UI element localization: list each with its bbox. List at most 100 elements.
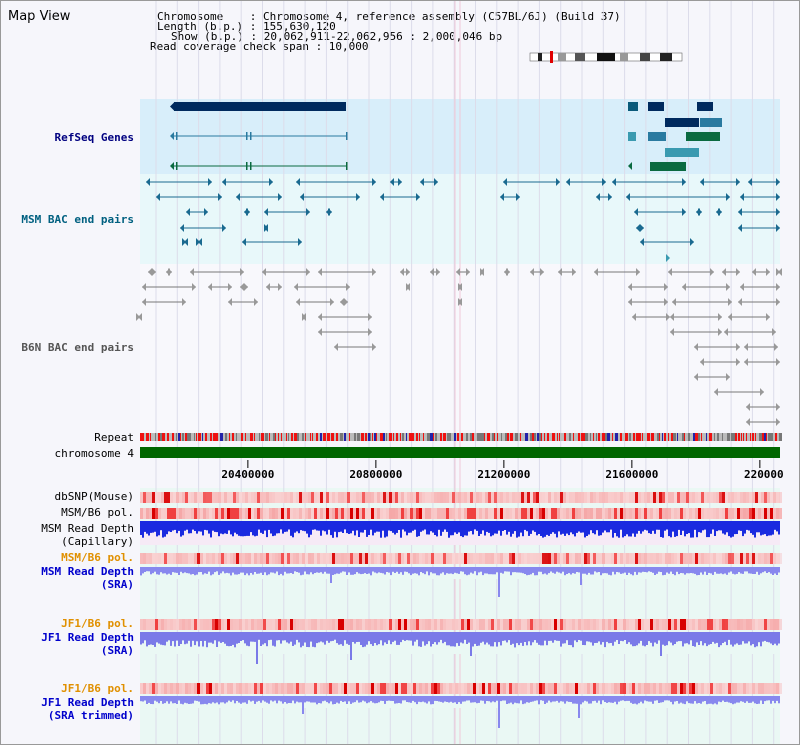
repeat-track-base	[140, 433, 780, 441]
jf1-depth-sra-bar	[674, 632, 676, 644]
jf1-b6-pol-heatmap-2-cell	[368, 683, 371, 694]
msm-b6-pol-heatmap-2-cell	[689, 553, 692, 564]
msm-depth-sra-bar	[522, 567, 524, 574]
track-label-b6n-bac[interactable]: B6N BAC end pairs	[21, 341, 134, 354]
msm-b6-pol-heatmap-2-cell	[692, 553, 695, 564]
msm-b6-pol-heatmap-cell	[548, 508, 551, 519]
jf1-b6-pol-heatmap-cell	[635, 619, 638, 630]
jf1-b6-pol-heatmap-cell	[335, 619, 338, 630]
repeat-element	[291, 433, 293, 441]
b6n-bac-end	[700, 358, 704, 366]
msm-b6-pol-heatmap-cell	[212, 508, 215, 519]
track-label-msm-bac[interactable]: MSM BAC end pairs	[21, 213, 134, 226]
dbsnp-heatmap-cell	[767, 492, 770, 503]
jf1-b6-pol-heatmap-2-cell	[560, 683, 563, 694]
repeat-element	[497, 433, 498, 441]
repeat-element	[361, 433, 364, 441]
b6n-bac-end	[760, 388, 764, 396]
dbsnp-heatmap-cell	[587, 492, 590, 503]
msm-b6-pol-heatmap-cell	[254, 508, 257, 519]
track-label-msm-b6-pol-2[interactable]: MSM/B6 pol.	[61, 551, 134, 564]
repeat-element	[368, 433, 370, 441]
jf1-b6-pol-heatmap-cell	[296, 619, 299, 630]
track-label-msm-depth-sra[interactable]: MSM Read Depth	[41, 565, 134, 578]
dbsnp-heatmap-cell	[677, 492, 680, 503]
msm-depth-capillary-bar	[164, 521, 166, 537]
track-label-jf1-b6-pol-1[interactable]: JF1/B6 pol.	[61, 617, 134, 630]
track-label-jf1-depth-trimmed[interactable]: JF1 Read Depth	[41, 696, 134, 709]
jf1-depth-trimmed-bar	[742, 696, 744, 702]
repeat-element	[202, 433, 203, 441]
jf1-depth-trimmed-bar	[394, 696, 396, 704]
msm-depth-sra-bar	[596, 567, 598, 573]
dbsnp-heatmap-cell	[770, 492, 773, 503]
track-label-msm-b6-pol-1[interactable]: MSM/B6 pol.	[61, 506, 134, 519]
msm-b6-pol-heatmap-2-cell	[416, 553, 419, 564]
jf1-depth-sra-bar	[532, 632, 534, 643]
dbsnp-heatmap-cell	[662, 492, 665, 503]
jf1-b6-pol-heatmap-2-cell	[203, 683, 206, 694]
jf1-depth-trimmed-bar	[456, 696, 458, 704]
repeat-element	[327, 433, 330, 441]
jf1-b6-pol-heatmap-cell	[410, 619, 413, 630]
track-label-jf1-depth-sra[interactable]: JF1 Read Depth	[41, 631, 134, 644]
jf1-depth-trimmed-bar	[142, 696, 144, 702]
track-label-jf1-b6-pol-2[interactable]: JF1/B6 pol.	[61, 682, 134, 695]
jf1-b6-pol-heatmap-cell	[383, 619, 386, 630]
msm-b6-pol-heatmap-2-cell	[446, 553, 449, 564]
msm-depth-sra-bar	[322, 567, 324, 574]
msm-bac-end	[420, 178, 424, 186]
msm-depth-capillary-bar	[188, 521, 190, 534]
jf1-depth-sra-bar	[268, 632, 270, 641]
jf1-b6-pol-heatmap-cell	[608, 619, 611, 630]
jf1-depth-sra-bar	[740, 632, 742, 645]
jf1-depth-sra-bar	[764, 632, 766, 641]
msm-b6-pol-heatmap-2-bg	[140, 553, 780, 564]
jf1-depth-sra-bar	[480, 632, 482, 643]
msm-b6-pol-heatmap-cell	[383, 508, 386, 519]
jf1-b6-pol-heatmap-cell	[167, 619, 170, 630]
msm-depth-capillary-bar	[562, 521, 564, 534]
b6n-bac-end	[670, 328, 674, 336]
repeat-element	[294, 433, 297, 441]
msm-depth-capillary-bar	[290, 521, 292, 536]
jf1-b6-pol-heatmap-2-cell	[530, 683, 533, 694]
msm-depth-sra-bar	[714, 567, 716, 572]
msm-b6-pol-heatmap-cell	[482, 508, 485, 519]
repeat-element	[484, 433, 485, 441]
repeat-element	[305, 433, 306, 441]
jf1-b6-pol-heatmap-cell	[734, 619, 737, 630]
jf1-depth-sra-bar	[634, 632, 636, 647]
b6n-bac-end	[296, 298, 300, 306]
msm-depth-capillary-bar	[504, 521, 506, 530]
track-label-msm-depth-capillary[interactable]: MSM Read Depth	[41, 522, 134, 535]
jf1-b6-pol-heatmap-2-cell	[269, 683, 272, 694]
track-label-dbsnp[interactable]: dbSNP(Mouse)	[54, 490, 134, 503]
jf1-b6-pol-heatmap-cell	[200, 619, 203, 630]
jf1-depth-trimmed-bar	[520, 696, 522, 701]
msm-bac-end	[690, 238, 694, 246]
msm-bac-end	[566, 178, 570, 186]
repeat-element	[698, 433, 700, 441]
jf1-b6-pol-heatmap-cell	[509, 619, 512, 630]
msm-b6-pol-heatmap-2-cell	[557, 553, 560, 564]
jf1-depth-trimmed-bar	[172, 696, 174, 704]
jf1-depth-trimmed-bar	[214, 696, 216, 704]
jf1-depth-trimmed-bar	[698, 696, 700, 703]
jf1-b6-pol-heatmap-2-cell	[491, 683, 494, 694]
msm-b6-pol-heatmap-2-cell	[524, 553, 527, 564]
msm-b6-pol-heatmap-cell	[563, 508, 566, 519]
jf1-depth-sra-bar	[144, 632, 146, 641]
jf1-depth-trimmed-bar	[532, 696, 534, 702]
msm-depth-capillary-bar	[622, 521, 624, 538]
track-label-refseq[interactable]: RefSeq Genes	[54, 131, 134, 144]
msm-b6-pol-heatmap-2-cell	[755, 553, 758, 564]
msm-b6-pol-heatmap-2-cell	[563, 553, 566, 564]
jf1-b6-pol-heatmap-cell	[272, 619, 275, 630]
repeat-element	[142, 433, 144, 441]
msm-depth-capillary-bar	[534, 521, 536, 532]
repeat-element	[447, 433, 450, 441]
msm-depth-sra-bar	[768, 567, 770, 573]
msm-depth-sra-bar	[180, 567, 182, 572]
